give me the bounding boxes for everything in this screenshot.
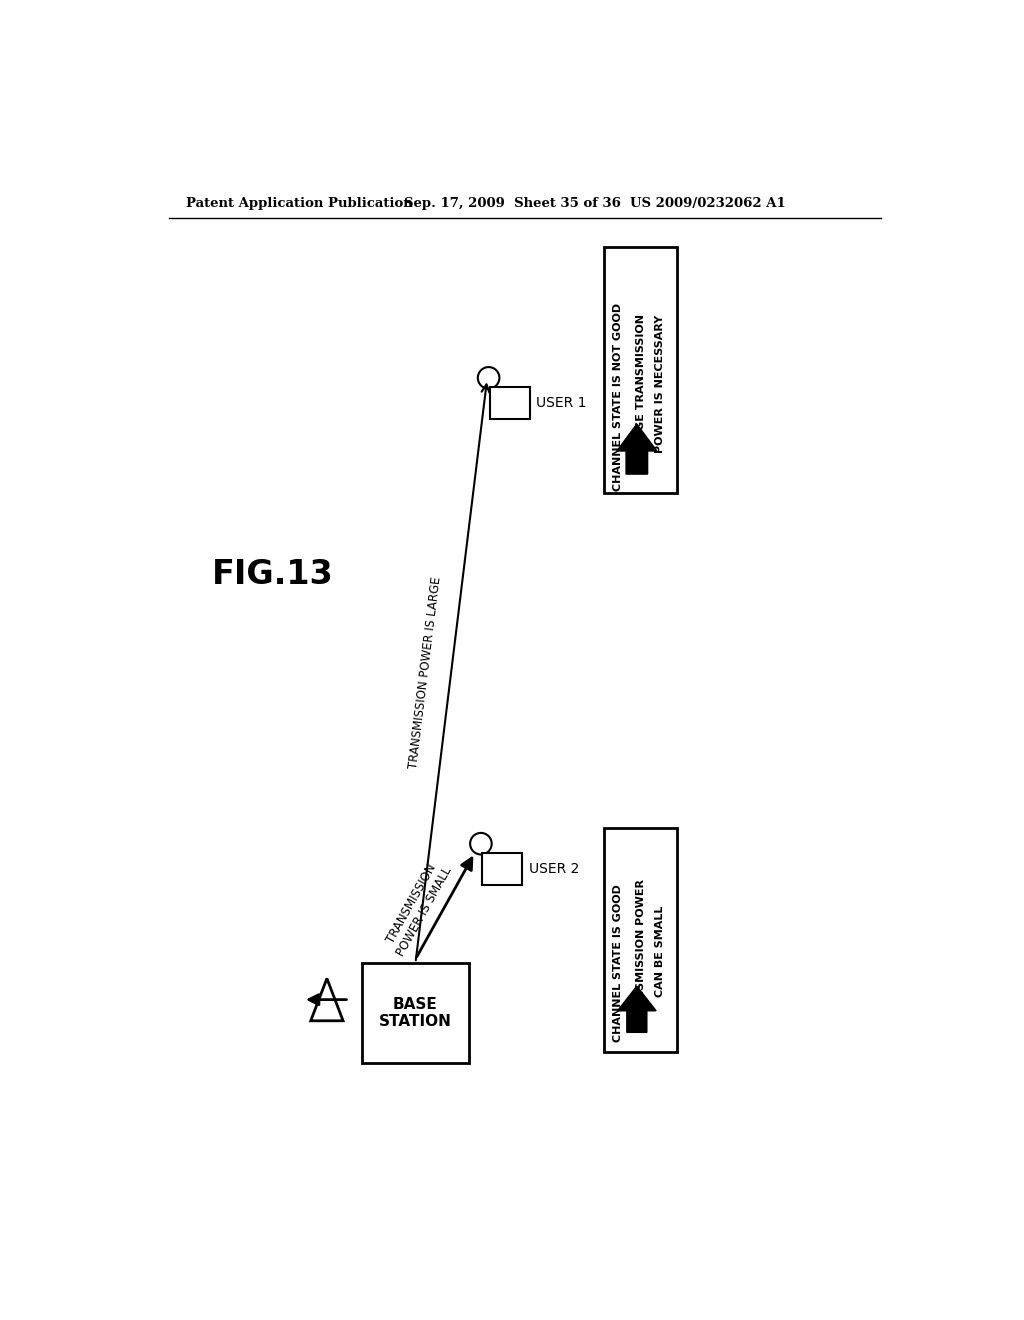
Text: BASE
STATION: BASE STATION [379, 997, 452, 1030]
Bar [361, 964, 469, 1063]
Polygon shape [310, 978, 343, 1020]
Text: Patent Application Publication: Patent Application Publication [186, 197, 413, 210]
FancyArrow shape [616, 424, 656, 474]
Bar [482, 853, 522, 886]
Circle shape [470, 833, 492, 854]
Text: CAN BE SMALL: CAN BE SMALL [654, 906, 665, 997]
Text: TRANSMISSION
POWER IS SMALL: TRANSMISSION POWER IS SMALL [382, 857, 455, 958]
FancyArrow shape [617, 986, 656, 1032]
Text: CHANNEL STATE IS NOT GOOD: CHANNEL STATE IS NOT GOOD [613, 304, 623, 491]
Text: POWER IS NECESSARY: POWER IS NECESSARY [654, 315, 665, 453]
Circle shape [478, 367, 500, 388]
Text: US 2009/0232062 A1: US 2009/0232062 A1 [630, 197, 785, 210]
Text: TRANSMISSION POWER IS LARGE: TRANSMISSION POWER IS LARGE [408, 576, 444, 770]
Bar [490, 387, 530, 420]
Bar [604, 829, 677, 1052]
Text: Sep. 17, 2009  Sheet 35 of 36: Sep. 17, 2009 Sheet 35 of 36 [403, 197, 621, 210]
Text: CHANNEL STATE IS GOOD: CHANNEL STATE IS GOOD [613, 884, 623, 1041]
Text: USER 1: USER 1 [537, 396, 587, 411]
Text: LARGE TRANSMISSION: LARGE TRANSMISSION [636, 314, 646, 454]
Text: USER 2: USER 2 [528, 862, 579, 876]
Text: FIG.13: FIG.13 [211, 557, 333, 591]
Text: TRANSMISSION POWER: TRANSMISSION POWER [636, 879, 646, 1024]
Bar [604, 247, 677, 494]
